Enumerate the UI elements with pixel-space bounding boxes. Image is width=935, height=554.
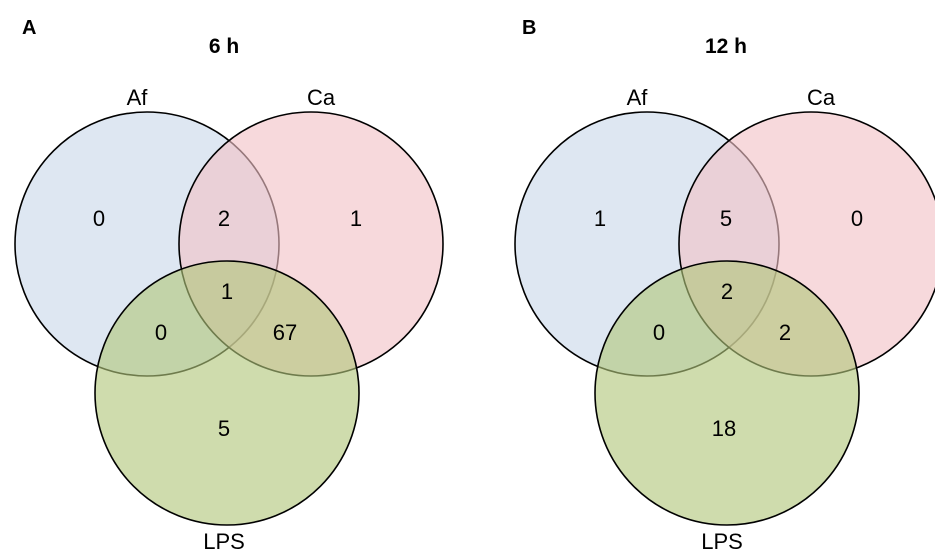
panel-b-count-af-ca-lps: 2 [721,279,733,304]
panel-b-label-af: Af [627,85,649,110]
panel-b-count-af-only: 1 [594,206,606,231]
panel-a-count-af-ca: 2 [218,206,230,231]
panel-b-count-lps-only: 18 [712,416,736,441]
panel-b: B 12 h Af Ca LPS 1 0 18 5 0 2 2 [514,17,935,554]
panel-a-label-lps: LPS [203,529,245,554]
panel-b-label-ca: Ca [807,85,836,110]
panel-b-count-ca-lps: 2 [779,320,791,345]
panel-b-count-af-ca: 5 [720,206,732,231]
panel-a-count-lps-only: 5 [218,416,230,441]
panel-b-count-ca-only: 0 [851,206,863,231]
panel-b-label-lps: LPS [701,529,743,554]
panel-a-label-af: Af [127,85,149,110]
panel-b-letter: B [522,17,536,39]
panel-a-count-af-ca-lps: 1 [221,279,233,304]
panel-b-count-af-lps: 0 [653,320,665,345]
panel-a-letter: A [22,17,36,39]
panel-a-count-ca-lps: 67 [273,320,297,345]
panel-a-circle-lps [94,260,360,526]
panel-a-count-af-lps: 0 [155,320,167,345]
panel-a-count-af-only: 0 [93,206,105,231]
panel-a-label-ca: Ca [307,85,336,110]
panel-a-count-ca-only: 1 [350,206,362,231]
panel-a-title: 6 h [209,35,239,58]
panel-b-circle-lps [594,260,860,526]
panel-b-title: 12 h [705,35,747,58]
panel-a: A 6 h Af Ca LPS 0 1 5 2 0 67 1 [14,17,444,554]
